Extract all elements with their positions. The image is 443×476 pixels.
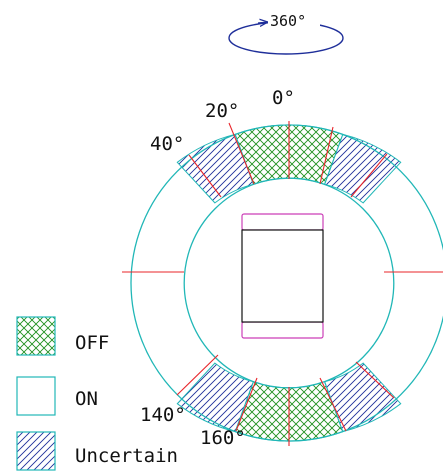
device-body: [241, 229, 324, 323]
sector-uncertain-bottom-right: [323, 362, 402, 433]
sector-uncertain-top-right: [323, 133, 402, 204]
device: [241, 213, 324, 339]
divider-20-left: [228, 122, 255, 185]
legend-swatch-uncertain: [16, 431, 56, 471]
legend-swatch-on: [16, 376, 56, 416]
divider-160-left: [235, 377, 258, 432]
divider-40-right: [350, 153, 388, 198]
legend-label-off: OFF: [75, 332, 109, 354]
ring-sectors: [176, 124, 402, 442]
divider-lines: [122, 121, 443, 446]
legend: OFF ON Uncertain: [16, 316, 178, 471]
angle-label-140: 140°: [140, 404, 186, 426]
divider-20-right: [319, 126, 334, 185]
angle-label-160: 160°: [200, 427, 246, 449]
device-cap-top: [241, 213, 324, 231]
angle-label-20: 20°: [205, 100, 239, 122]
legend-swatch-off: [16, 316, 56, 356]
divider-140-right: [355, 361, 395, 399]
rotation-label: 360°: [270, 12, 306, 30]
angle-label-40: 40°: [150, 133, 184, 155]
divider-140-left: [176, 354, 219, 396]
rotation-indicator: 360°: [228, 12, 344, 55]
sector-uncertain-bottom-left: [176, 362, 255, 433]
legend-label-on: ON: [75, 388, 98, 410]
device-cap-bottom: [241, 321, 324, 339]
legend-label-uncertain: Uncertain: [75, 445, 178, 467]
divider-40-left: [188, 154, 222, 198]
rotation-arrow-icon: [257, 22, 268, 23]
divider-160-right: [319, 377, 347, 432]
angle-label-0: 0°: [272, 87, 295, 109]
